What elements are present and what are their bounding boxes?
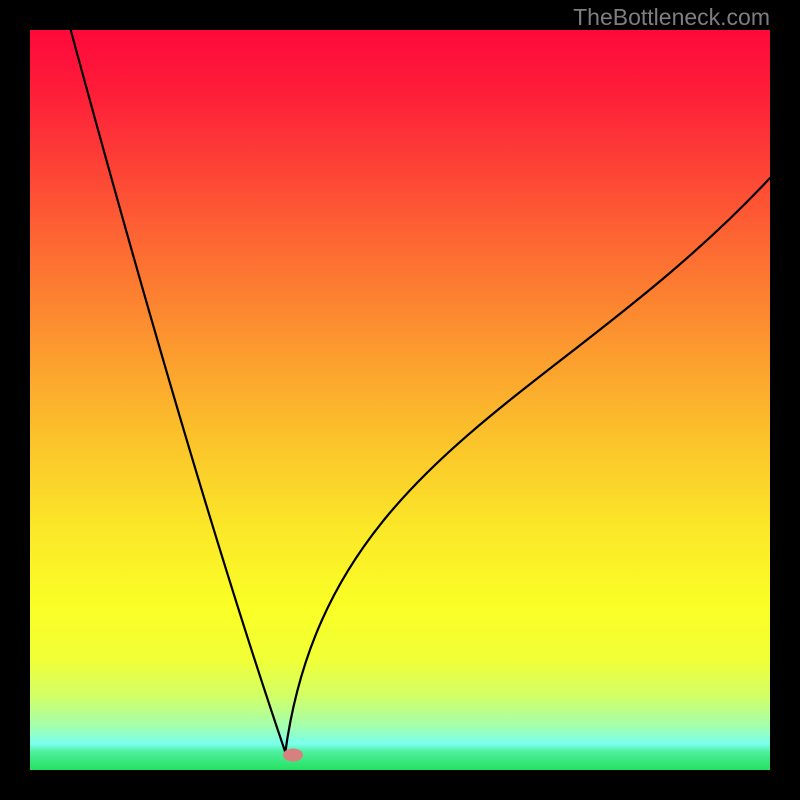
optimal-point-marker — [283, 749, 303, 762]
bottleneck-curve — [71, 30, 770, 752]
watermark-text: TheBottleneck.com — [573, 4, 770, 31]
plot-area — [30, 30, 770, 770]
curve-layer — [30, 30, 770, 770]
chart-frame — [0, 0, 800, 800]
